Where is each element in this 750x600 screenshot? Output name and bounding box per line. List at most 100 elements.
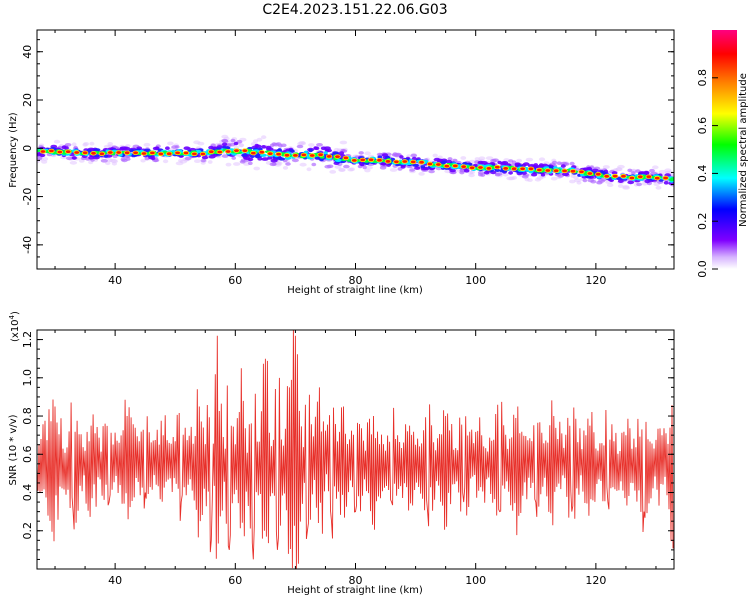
heatmap-cell [241,153,248,157]
x-tick-label: 80 [349,274,363,287]
heatmap-cell [394,152,402,157]
heatmap-cell [617,184,624,188]
heatmap-peak [520,167,525,171]
heatmap-cell [410,153,418,158]
heatmap-cell [534,177,542,182]
heatmap-cell [615,167,623,172]
heatmap-cell [323,151,328,155]
heatmap-peak [40,150,46,153]
heatmap-peak [192,152,197,156]
heatmap-cell [501,161,509,165]
heatmap-cell [37,156,43,161]
heatmap-peak [141,152,147,155]
heatmap-cell [432,153,438,158]
heatmap-peak [318,153,323,157]
heatmap-cell [162,159,169,164]
heatmap-peak [65,150,71,154]
heatmap-cell [238,143,244,148]
heatmap-cell [485,156,494,161]
heatmap-cell [655,185,662,190]
heatmap-cell [339,168,346,172]
top-y-axis-title: Frequency (Hz) [8,112,19,188]
heatmap-cell [323,146,331,150]
x-tick-label: 80 [349,574,363,587]
heatmap-peak [82,151,88,155]
heatmap-cell [311,162,317,167]
heatmap-cell [538,157,546,162]
bottom-axis-ticks: 40 60 80 100 120 0.2 0.4 0.6 0.8 1.0 1.2 [21,329,674,587]
heatmap-cell [83,142,89,146]
heatmap-cell [576,180,582,185]
heatmap-peak [553,169,559,173]
heatmap-cell [296,144,304,149]
colorbar-tick-label: 0.0 [696,260,709,278]
heatmap-peak [570,169,576,173]
heatmap-peak [486,167,492,170]
heatmap-cell [89,141,95,146]
heatmap-cell [71,156,77,160]
heatmap-cell [69,160,78,165]
heatmap-peak [368,158,374,162]
heatmap-peak [402,160,408,163]
heatmap-cell [261,135,267,140]
heatmap-peak [595,172,601,176]
heatmap-cell [636,182,642,187]
heatmap-cell [222,142,228,147]
heatmap-peak [452,164,458,168]
heatmap-cell [200,158,206,163]
heatmap-cell [308,143,315,147]
heatmap-cell [379,166,387,170]
colorbar-tick-label: 0.2 [696,212,709,230]
heatmap-cell [380,162,387,166]
heatmap-peak [267,152,273,156]
heatmap-peak [621,174,626,178]
heatmap-cell [447,157,453,161]
heatmap-cell [627,180,635,185]
heatmap-cell [652,165,659,170]
heatmap-cell [327,164,334,169]
heatmap-peak [217,150,223,154]
x-tick-label: 40 [108,274,122,287]
heatmap-cell [516,158,522,163]
heatmap-peak [326,155,332,158]
heatmap-cell [261,145,266,149]
heatmap-cell [409,168,415,172]
x-tick-label: 60 [228,574,242,587]
heatmap-peak [133,151,139,155]
heatmap-cell [71,142,77,147]
heatmap-peak [200,152,206,156]
y-tick-label: 0.8 [21,407,34,425]
heatmap-cell [362,165,367,170]
heatmap-cell [291,158,299,163]
x-tick-label: 100 [465,274,486,287]
heatmap-peak [284,153,290,157]
heatmap-cell [517,164,523,168]
heatmap-peak [250,151,256,155]
heatmap-cell [53,139,61,144]
heatmap-peak [444,164,450,168]
heatmap-cell [100,159,108,163]
heatmap-cell [184,156,192,161]
heatmap-cell [663,181,669,185]
heatmap-cell [193,140,201,145]
heatmap-peak [293,154,298,157]
heatmap-cell [275,161,282,166]
heatmap-cell [208,154,216,159]
heatmap-peak [116,151,122,154]
heatmap-cell [221,154,229,158]
heatmap-cell [37,149,41,153]
heatmap-cell [123,146,131,151]
heatmap-peak [646,175,652,179]
heatmap-cell [364,151,371,156]
colorbar: 0.0 0.2 0.4 0.6 0.8 Normalized spectral ampl… [696,30,749,278]
x-tick-label: 60 [228,274,242,287]
heatmap-peak [587,172,593,175]
heatmap-cell [527,178,533,183]
heatmap-cell [511,175,517,180]
heatmap-cell [418,172,425,176]
heatmap-peak [469,166,475,170]
top-axis-ticks: 40 60 80 100 120 -40 -20 0 20 40 [21,30,674,287]
heatmap-cell [280,143,287,148]
heatmap-cell [582,178,588,183]
heatmap-cell [611,171,618,175]
